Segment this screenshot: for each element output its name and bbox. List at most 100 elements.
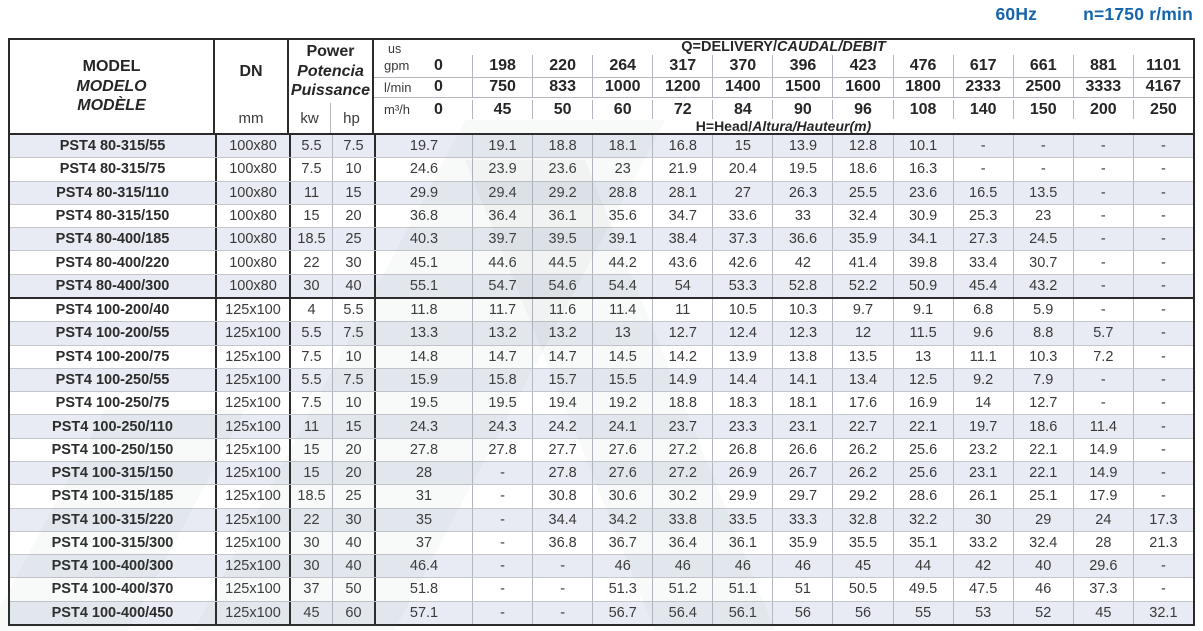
flow-value: 2500 (1012, 77, 1073, 97)
dn-header-label: DN (239, 62, 263, 80)
flow-value: 200 (1072, 100, 1133, 119)
head-cell: 10.1 (892, 135, 953, 158)
head-cell: - (1132, 298, 1193, 322)
head-cell: 42 (772, 251, 832, 274)
head-cell: 27.7 (532, 438, 592, 461)
head-cell: 34.1 (892, 228, 953, 251)
head-cell: 46 (1012, 578, 1073, 601)
kw-cell: 7.5 (289, 392, 332, 415)
head-cell: 57.1 (374, 601, 472, 624)
table-row: PST4 80-400/300 100x80 30 40 55.1 54.7 54.6 54.… (10, 273, 1193, 297)
head-cell: 50.5 (832, 578, 892, 601)
flow-value: 833 (532, 77, 592, 97)
flow-value: 250 (1132, 100, 1193, 119)
head-cell: - (472, 461, 532, 485)
head-cell: 22.1 (892, 415, 953, 438)
head-cell: 13.3 (374, 322, 472, 345)
table-row: PST4 100-400/300 125x100 30 40 46.4- -46 46 46 4… (10, 554, 1193, 578)
head-cell: 25.6 (892, 438, 953, 461)
head-cell: 13.9 (772, 135, 832, 158)
head-cell: 52 (1012, 601, 1073, 624)
head-cell: 16.8 (652, 135, 712, 158)
head-label-normal: H=Head/ (695, 118, 753, 134)
head-cell: 32.4 (1012, 531, 1073, 555)
m3h-header-row: m³/h 0 45 50 60 72 84 90 96 108 140 150 200 250 (374, 100, 1193, 119)
head-cell: 5.7 (1072, 322, 1133, 345)
flow-value: 4167 (1132, 77, 1193, 97)
dn-cell: 100x80 (215, 158, 289, 181)
head-cell: 5.9 (1012, 298, 1073, 322)
head-cell: 28 (374, 461, 472, 485)
head-cell: 15.5 (592, 368, 652, 392)
head-cell: 46 (652, 555, 712, 578)
head-cell: - (1072, 274, 1133, 297)
head-cell: 27.2 (652, 438, 712, 461)
head-cell: 37.3 (1072, 578, 1133, 601)
head-cell: 35.9 (832, 228, 892, 251)
head-cell: 27.3 (952, 228, 1013, 251)
kw-cell: 5.5 (289, 368, 332, 392)
head-cell: 42 (952, 555, 1013, 578)
head-cell: 54.6 (532, 274, 592, 297)
head-cell: 29.9 (712, 485, 772, 508)
table-row: PST4 100-315/150 125x100 15 20 28-27.8 27.6 27… (10, 460, 1193, 485)
flow-header: us Q=DELIVERY/CAUDAL/DÉBIT gpm 0 198 220 2… (374, 40, 1193, 133)
dn-cell: 100x80 (215, 228, 289, 251)
head-cell: 12.4 (712, 322, 772, 345)
head-cell: 19.5 (374, 392, 472, 415)
dn-cell: 125x100 (215, 485, 289, 508)
head-cell: 46 (712, 555, 772, 578)
flow-value: 3333 (1072, 77, 1133, 97)
head-cell: - (1072, 204, 1133, 228)
head-cell: - (1072, 251, 1133, 274)
dn-cell: 125x100 (215, 578, 289, 601)
head-cell: - (1132, 181, 1193, 204)
head-cell: 29 (1012, 508, 1073, 531)
head-cell: 30 (952, 508, 1013, 531)
model-cell: PST4 100-315/185 (51, 488, 174, 505)
flow-value: 1000 (592, 77, 652, 97)
head-cell: 37.3 (712, 228, 772, 251)
flow-value: 140 (952, 100, 1013, 119)
flow-value: 264 (592, 54, 652, 77)
head-cell: 54.7 (472, 274, 532, 297)
head-cell: 26.2 (832, 461, 892, 485)
head-cell: 20.4 (712, 158, 772, 181)
head-cell: 14.7 (472, 345, 532, 368)
head-cell: - (1012, 135, 1073, 158)
model-cell: PST4 80-315/150 (55, 207, 170, 224)
flow-values-0: 198 220 264 317 370 396 423 476 617 661 881 1101 (472, 54, 1193, 77)
head-cell: 30.7 (1012, 251, 1073, 274)
head-cell: 22.1 (1012, 461, 1073, 485)
head-cell: 12.8 (832, 135, 892, 158)
head-cell: 26.7 (772, 461, 832, 485)
head-cell: 13.2 (532, 322, 592, 345)
head-cell: 53 (952, 601, 1013, 624)
head-cell: - (1132, 274, 1193, 297)
head-cell: 54 (652, 274, 712, 297)
head-cell: 29.4 (472, 181, 532, 204)
head-cell: 24.6 (374, 158, 472, 181)
table-row: PST4 100-250/150 125x100 15 20 27.8 27.8 27.7 2… (10, 437, 1193, 461)
dn-cell: 125x100 (215, 415, 289, 438)
head-cell: 40.3 (374, 228, 472, 251)
head-cell: 13.4 (832, 368, 892, 392)
head-cell: 37 (374, 531, 472, 555)
head-cell: 29.2 (832, 485, 892, 508)
kw-cell: 4 (289, 298, 332, 322)
head-cell: 56.7 (592, 601, 652, 624)
kw-cell: 7.5 (289, 158, 332, 181)
flow-value: 881 (1072, 54, 1133, 77)
head-cell: 27.6 (592, 461, 652, 485)
head-cell: 14.7 (532, 345, 592, 368)
flow-value: 1400 (712, 77, 772, 97)
head-cell: 13.2 (472, 322, 532, 345)
flow-value: 370 (712, 54, 772, 77)
head-cell: - (472, 531, 532, 555)
head-cell: 52.2 (832, 274, 892, 297)
model-header-cell: MODEL MODELO MODÈLE (10, 40, 215, 133)
table-row: PST4 100-200/75 125x100 7.5 10 14.8 14.7 14.7 1… (10, 344, 1193, 368)
model-cell: PST4 100-315/220 (51, 511, 174, 528)
head-cell: - (952, 135, 1013, 158)
head-cell: 33.3 (772, 508, 832, 531)
